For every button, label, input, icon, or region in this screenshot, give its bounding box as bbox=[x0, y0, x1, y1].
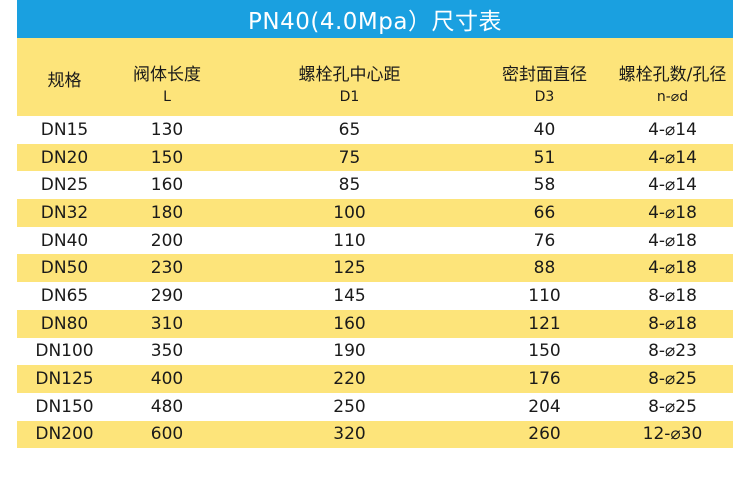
cell-bolt-holes: 8-⌀18 bbox=[648, 285, 697, 306]
cell-body-length: 180 bbox=[150, 202, 184, 223]
cell-body-length: 480 bbox=[150, 396, 184, 417]
cell-seal-diameter: 176 bbox=[528, 369, 561, 390]
cell-seal-diameter: 51 bbox=[533, 147, 556, 168]
cell-spec: DN15 bbox=[40, 119, 89, 140]
cell-seal-diameter: 121 bbox=[528, 313, 561, 334]
table-row: DN40 200 110 76 4-⌀18 bbox=[17, 226, 733, 255]
cell-seal-diameter: 204 bbox=[528, 396, 561, 417]
table-row: DN25 160 85 58 4-⌀14 bbox=[17, 171, 733, 200]
cell-seal-diameter: 88 bbox=[533, 258, 556, 279]
table-row: DN50 230 125 88 4-⌀18 bbox=[17, 254, 733, 283]
cell-seal-diameter: 40 bbox=[533, 119, 556, 140]
table-row: DN125 400 220 176 8-⌀25 bbox=[17, 365, 733, 393]
cell-bolt-holes: 8-⌀25 bbox=[648, 369, 697, 390]
cell-spec: DN100 bbox=[35, 341, 94, 362]
header-bolt-circle: 螺栓孔中心距 bbox=[298, 64, 401, 85]
cell-bolt-circle: 85 bbox=[338, 175, 361, 196]
cell-seal-diameter: 76 bbox=[533, 230, 556, 251]
cell-spec: DN20 bbox=[40, 147, 89, 168]
header-spec: 规格 bbox=[47, 70, 82, 91]
table-row: DN150 480 250 204 8-⌀25 bbox=[17, 392, 733, 421]
cell-bolt-circle: 75 bbox=[338, 147, 361, 168]
cell-body-length: 310 bbox=[150, 313, 184, 334]
table-header: 规格 阀体长度 L 螺栓孔中心距 D1 密封面直径 D3 螺栓孔数/孔径 n-⌀… bbox=[17, 38, 733, 116]
cell-body-length: 350 bbox=[150, 341, 184, 362]
dimension-table: PN40(4.0Mpa）尺寸表 规格 阀体长度 L 螺栓孔中心距 D1 密封面直… bbox=[17, 0, 733, 449]
cell-bolt-circle: 190 bbox=[333, 341, 366, 362]
cell-bolt-circle: 100 bbox=[333, 202, 366, 223]
cell-body-length: 130 bbox=[150, 119, 184, 140]
cell-spec: DN25 bbox=[40, 175, 89, 196]
cell-seal-diameter: 58 bbox=[533, 175, 556, 196]
table-row: DN20 150 75 51 4-⌀14 bbox=[17, 143, 733, 172]
cell-seal-diameter: 66 bbox=[533, 202, 556, 223]
table-row: DN32 180 100 66 4-⌀18 bbox=[17, 199, 733, 227]
cell-bolt-circle: 145 bbox=[333, 285, 366, 306]
cell-body-length: 200 bbox=[150, 230, 184, 251]
cell-bolt-holes: 4-⌀14 bbox=[648, 147, 697, 168]
cell-bolt-circle: 110 bbox=[333, 230, 366, 251]
cell-body-length: 230 bbox=[150, 258, 184, 279]
header-bolt-circle-symbol: D1 bbox=[339, 89, 360, 105]
cell-bolt-circle: 250 bbox=[333, 396, 366, 417]
cell-body-length: 290 bbox=[150, 285, 184, 306]
cell-bolt-holes: 4-⌀18 bbox=[648, 230, 697, 251]
cell-bolt-holes: 4-⌀18 bbox=[648, 258, 697, 279]
table-body: DN15 130 65 40 4-⌀14 DN20 150 75 51 4-⌀14 DN25 160 8… bbox=[17, 116, 733, 449]
cell-body-length: 400 bbox=[150, 369, 184, 390]
header-body-length: 阀体长度 bbox=[133, 64, 201, 85]
cell-spec: DN150 bbox=[35, 396, 94, 417]
cell-bolt-circle: 320 bbox=[333, 424, 366, 445]
cell-spec: DN200 bbox=[35, 424, 94, 445]
cell-seal-diameter: 150 bbox=[528, 341, 561, 362]
cell-bolt-circle: 220 bbox=[333, 369, 366, 390]
cell-bolt-holes: 8-⌀25 bbox=[648, 396, 697, 417]
cell-spec: DN80 bbox=[40, 313, 89, 334]
header-seal-diameter-symbol: D3 bbox=[534, 89, 555, 105]
cell-bolt-holes: 4-⌀14 bbox=[648, 175, 697, 196]
table-row: DN65 290 145 110 8-⌀18 bbox=[17, 282, 733, 310]
table-row: DN80 310 160 121 8-⌀18 bbox=[17, 309, 733, 338]
cell-bolt-circle: 65 bbox=[338, 119, 361, 140]
table-row: DN15 130 65 40 4-⌀14 bbox=[17, 116, 733, 144]
cell-seal-diameter: 110 bbox=[528, 285, 561, 306]
cell-body-length: 160 bbox=[150, 175, 184, 196]
cell-bolt-holes: 8-⌀23 bbox=[648, 341, 697, 362]
cell-bolt-circle: 160 bbox=[333, 313, 366, 334]
header-seal-diameter: 密封面直径 bbox=[502, 64, 587, 85]
cell-bolt-holes: 4-⌀18 bbox=[648, 202, 697, 223]
cell-bolt-circle: 125 bbox=[333, 258, 366, 279]
table-title: PN40(4.0Mpa）尺寸表 bbox=[17, 0, 733, 38]
header-bolt-holes: 螺栓孔数/孔径 bbox=[618, 64, 727, 85]
table-row: DN100 350 190 150 8-⌀23 bbox=[17, 337, 733, 366]
cell-spec: DN40 bbox=[40, 230, 89, 251]
cell-bolt-holes: 8-⌀18 bbox=[648, 313, 697, 334]
cell-bolt-holes: 4-⌀14 bbox=[648, 119, 697, 140]
cell-spec: DN32 bbox=[40, 202, 89, 223]
cell-spec: DN50 bbox=[40, 258, 89, 279]
header-body-length-symbol: L bbox=[163, 89, 171, 105]
cell-spec: DN125 bbox=[35, 369, 94, 390]
header-bolt-holes-symbol: n-⌀d bbox=[656, 89, 689, 105]
cell-spec: DN65 bbox=[40, 285, 89, 306]
cell-seal-diameter: 260 bbox=[528, 424, 561, 445]
cell-body-length: 150 bbox=[150, 147, 184, 168]
cell-bolt-holes: 12-⌀30 bbox=[642, 424, 703, 445]
cell-body-length: 600 bbox=[150, 424, 184, 445]
table-row: DN200 600 320 260 12-⌀30 bbox=[17, 420, 733, 449]
